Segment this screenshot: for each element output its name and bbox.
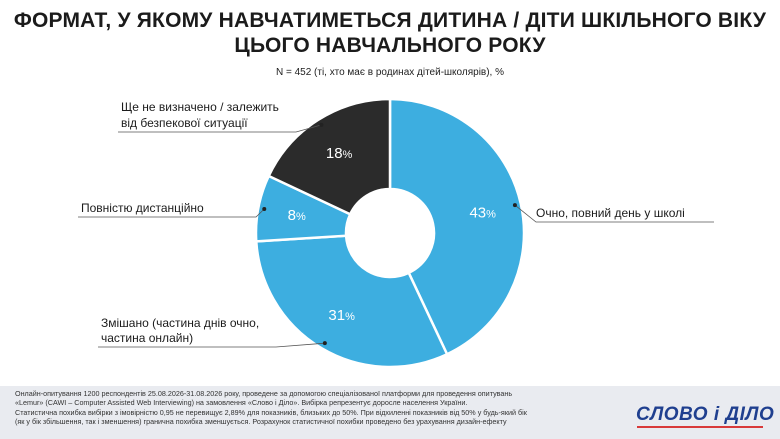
value-label: 18%	[326, 145, 353, 162]
leader-line	[514, 204, 714, 223]
label-mixed-line2: частина онлайн)	[101, 331, 193, 345]
donut-chart: 43% 31% 8% 18% Очно, повний день у школі Зм…	[78, 97, 714, 369]
methodology-line3: Статистична похибка вибірки з імовірніст…	[15, 407, 527, 417]
chart-subtitle: N = 452 (ті, хто має в родинах дітей-шко…	[275, 67, 505, 78]
value-label: 43%	[469, 204, 496, 221]
methodology-note: Онлайн-опитування 1200 респондентів 25.0…	[15, 389, 575, 426]
leader-line	[78, 208, 265, 218]
methodology-line4: (як у бік збільшення, так і зменшення) г…	[15, 416, 507, 426]
value-label: 8%	[288, 207, 306, 224]
chart-title-line1: ФОРМАТ, У ЯКОМУ НАВЧАТИМЕТЬСЯ ДИТИНА / Д…	[13, 9, 767, 32]
slice-undecided	[267, 97, 392, 216]
value-label: 31%	[328, 307, 355, 324]
leader-dot	[322, 341, 327, 346]
footer-bar	[0, 386, 780, 439]
chart-title-line2: ЦЬОГО НАВЧАЛЬНОГО РОКУ	[234, 34, 546, 57]
slice-mixed	[254, 234, 449, 369]
leader-line	[98, 342, 325, 348]
label-full-time: Очно, повний день у школі	[536, 206, 685, 220]
methodology-line1: Онлайн-опитування 1200 респондентів 25.0…	[15, 389, 513, 398]
label-undecided-line2: від безпекової ситуації	[121, 116, 248, 130]
label-undecided-line1: Ще не визначено / залежить	[121, 100, 279, 114]
methodology-line2: «Lemur» (CAWI – Computer Assisted Web In…	[15, 398, 468, 408]
leader-dot	[262, 207, 267, 212]
leader-dot	[512, 203, 517, 208]
slice-full-time	[388, 97, 526, 356]
chart-title: ФОРМАТ, У ЯКОМУ НАВЧАТИМЕТЬСЯ ДИТИНА / Д…	[0, 8, 780, 58]
label-mixed-line1: Змішано (частина днів очно,	[101, 316, 259, 330]
brand-logo: СЛОВО і ДІЛО	[636, 404, 775, 425]
leader-line	[118, 124, 322, 133]
label-remote: Повністю дистанційно	[81, 201, 204, 215]
leader-dot	[319, 122, 324, 127]
logo-underline	[637, 426, 763, 428]
